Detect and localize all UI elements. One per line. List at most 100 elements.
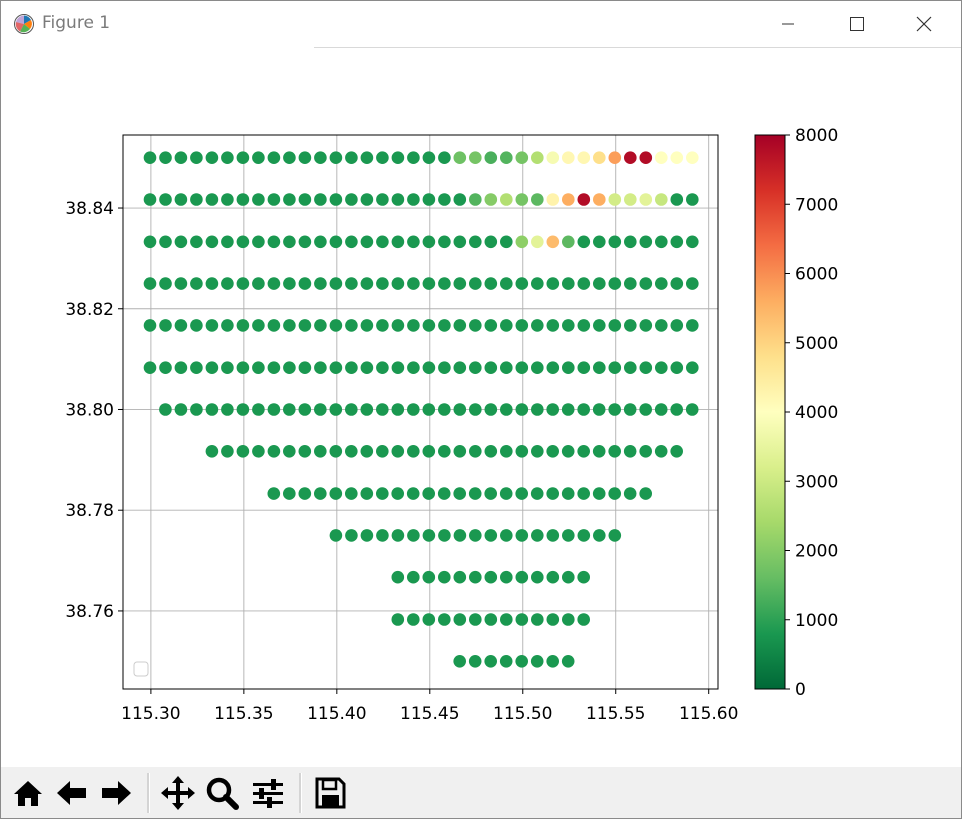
scatter-point <box>329 151 343 164</box>
scatter-point <box>577 361 591 375</box>
scatter-point <box>469 319 482 332</box>
scatter-point <box>624 151 637 164</box>
scatter-point <box>143 319 157 332</box>
scatter-point <box>577 570 590 584</box>
scatter-point <box>608 151 622 164</box>
scatter-point <box>345 151 358 164</box>
scatter-point <box>515 529 529 542</box>
scatter-point <box>376 529 389 542</box>
scatter-point <box>577 445 590 458</box>
scatter-point <box>686 319 699 332</box>
scatter-point <box>453 151 467 164</box>
y-tick-label: 38.82 <box>65 300 114 320</box>
scatter-point <box>190 193 203 206</box>
title-bar[interactable]: Figure 1 <box>1 1 961 47</box>
scatter-point <box>531 235 544 249</box>
scatter-point <box>391 361 405 375</box>
scatter-point <box>484 570 498 584</box>
scatter-point <box>577 277 591 290</box>
scatter-point <box>360 319 374 332</box>
scatter-point <box>422 151 436 164</box>
scatter-point <box>484 319 498 332</box>
scatter-plot[interactable]: 115.30 115.35 115.40 115.45 115.50 115.55 115.… <box>1 48 961 767</box>
scatter-point <box>345 529 358 542</box>
scatter-point <box>422 403 436 416</box>
scatter-point <box>515 445 529 458</box>
scatter-point <box>283 235 296 249</box>
maximize-button[interactable] <box>833 9 879 39</box>
scatter-point <box>562 361 575 375</box>
figure-canvas[interactable]: 115.30 115.35 115.40 115.45 115.50 115.55 115.… <box>1 48 961 767</box>
close-button[interactable] <box>901 9 947 39</box>
scatter-point <box>531 403 544 416</box>
scatter-point <box>546 570 560 584</box>
scatter-point <box>593 277 606 290</box>
scatter-point <box>577 529 591 542</box>
zoom-button[interactable] <box>203 773 241 813</box>
scatter-point <box>298 193 312 206</box>
x-tick-label: 115.30 <box>121 704 180 724</box>
home-button[interactable] <box>9 773 47 813</box>
scatter-point <box>546 529 560 542</box>
scatter-point <box>624 193 637 206</box>
scatter-point <box>267 487 281 500</box>
scatter-point <box>453 655 467 668</box>
scatter-point <box>314 193 327 206</box>
scatter-point <box>422 193 436 206</box>
scatter-point <box>407 277 420 290</box>
scatter-point <box>469 151 482 164</box>
scatter-point <box>624 361 637 375</box>
scatter-point <box>593 319 606 332</box>
scatter-point <box>546 445 559 458</box>
scatter-point <box>499 655 513 668</box>
colorbar-tick-label: 6000 <box>795 265 838 285</box>
save-button[interactable] <box>311 773 349 813</box>
scatter-point <box>562 151 575 164</box>
scatter-point <box>252 193 265 206</box>
scatter-point <box>174 151 188 164</box>
scatter-point <box>221 151 234 164</box>
scatter-point <box>500 193 513 206</box>
scatter-point <box>515 361 529 375</box>
scatter-point <box>655 277 668 290</box>
scatter-point <box>608 487 621 500</box>
scatter-point <box>190 235 203 249</box>
scatter-point <box>314 487 327 500</box>
scatter-point <box>592 445 606 458</box>
scatter-point <box>639 193 653 206</box>
scatter-point <box>345 361 358 375</box>
scatter-point <box>515 193 529 206</box>
scatter-point <box>407 613 420 626</box>
scatter-point <box>143 235 157 249</box>
x-tick-label: 115.45 <box>400 704 459 724</box>
scatter-point <box>531 361 544 375</box>
scatter-point <box>438 193 451 206</box>
scatter-point <box>252 403 265 416</box>
scatter-point <box>484 361 498 375</box>
scatter-point <box>546 151 560 164</box>
scatter-point <box>345 487 358 500</box>
scatter-point <box>376 487 389 500</box>
pan-button[interactable] <box>159 773 197 813</box>
scatter-point <box>531 529 544 542</box>
scatter-point <box>484 613 498 626</box>
scatter-point <box>686 277 699 290</box>
scatter-point <box>391 277 405 290</box>
scatter-point <box>267 193 281 206</box>
forward-button[interactable] <box>97 773 135 813</box>
scatter-point <box>484 151 498 164</box>
scatter-point <box>329 361 343 375</box>
scatter-point <box>670 361 684 375</box>
scatter-point <box>329 403 343 416</box>
back-button[interactable] <box>53 773 91 813</box>
scatter-point <box>329 319 343 332</box>
scatter-point <box>546 403 559 416</box>
scatter-point <box>205 151 219 164</box>
scatter-point <box>329 277 343 290</box>
configure-subplots-button[interactable] <box>249 773 287 813</box>
scatter-point <box>252 235 265 249</box>
scatter-point <box>531 151 544 164</box>
y-tick-label: 38.84 <box>65 199 114 219</box>
scatter-point <box>236 361 250 375</box>
minimize-button[interactable] <box>765 9 811 39</box>
